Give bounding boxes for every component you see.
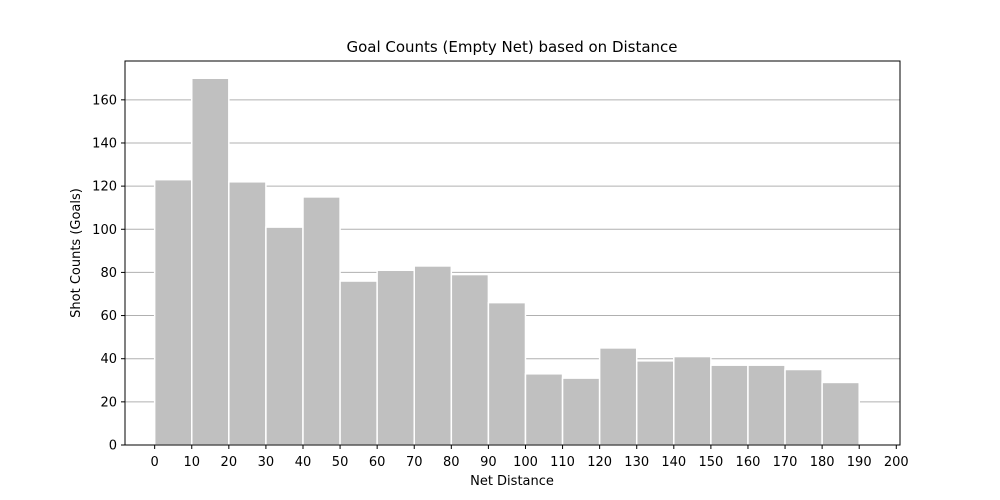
plot-frame	[124, 60, 901, 446]
x-tick-label: 70	[406, 455, 423, 470]
y-tick-label: 80	[100, 266, 117, 281]
bar-5	[339, 280, 378, 446]
x-tick-label: 120	[587, 455, 612, 470]
x-tick-label: 150	[698, 455, 723, 470]
y-tick-label: 120	[92, 180, 117, 195]
x-tick-label: 50	[332, 455, 349, 470]
bar-16	[747, 364, 786, 446]
x-tick-label: 110	[550, 455, 575, 470]
x-tick-label: 20	[221, 455, 238, 470]
bar-1	[190, 77, 230, 446]
x-tick-label: 80	[443, 455, 460, 470]
bars	[153, 77, 860, 446]
bar-8	[450, 273, 490, 446]
x-tick-label: 40	[295, 455, 312, 470]
bar-4	[302, 196, 341, 446]
y-tick-label: 140	[92, 136, 117, 151]
y-tick-label: 20	[100, 395, 117, 410]
x-axis-ticks: 0 10 20 30 40 50 60 70 80 90 100 110 120 130 140 150 160…	[151, 445, 909, 470]
y-tick-label: 100	[92, 223, 117, 238]
bar-11	[561, 377, 601, 446]
y-axis-ticks: 0 20 40 60 80 100 120 140 160	[92, 93, 125, 454]
bar-12	[598, 347, 638, 446]
x-tick-label: 160	[736, 455, 761, 470]
bar-17	[784, 368, 823, 446]
bar-18	[821, 381, 860, 446]
y-tick-label: 60	[100, 309, 117, 324]
y-tick-label: 40	[100, 352, 117, 367]
x-tick-label: 180	[810, 455, 835, 470]
x-tick-label: 190	[847, 455, 872, 470]
x-tick-label: 90	[480, 455, 497, 470]
bar-15	[710, 364, 749, 446]
x-tick-label: 170	[773, 455, 798, 470]
bar-0	[153, 178, 193, 446]
bar-6	[376, 269, 415, 446]
bar-14	[673, 355, 712, 446]
bar-7	[413, 265, 453, 446]
y-axis-title: Shot Counts (Goals)	[69, 188, 84, 318]
x-tick-label: 0	[151, 455, 159, 470]
chart-title: Goal Counts (Empty Net) based on Distanc…	[346, 38, 677, 56]
y-tick-label: 160	[92, 93, 117, 108]
x-tick-label: 60	[369, 455, 386, 470]
x-tick-label: 10	[183, 455, 200, 470]
x-axis-title: Net Distance	[470, 474, 554, 489]
x-tick-label: 130	[624, 455, 649, 470]
bar-3	[265, 226, 304, 446]
bar-10	[524, 373, 564, 446]
bar-9	[487, 301, 527, 446]
x-tick-label: 100	[513, 455, 538, 470]
y-tick-label: 0	[109, 439, 117, 454]
bar-13	[635, 360, 675, 446]
bar-2	[228, 181, 267, 446]
x-tick-label: 30	[258, 455, 275, 470]
x-tick-label: 140	[661, 455, 686, 470]
x-tick-label: 200	[884, 455, 909, 470]
